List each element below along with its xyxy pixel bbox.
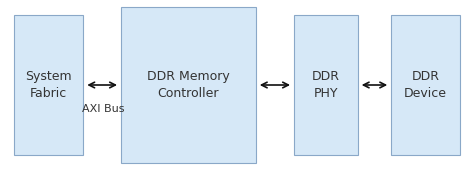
Text: DDR
Device: DDR Device	[404, 70, 447, 100]
Text: AXI Bus: AXI Bus	[82, 104, 125, 114]
FancyBboxPatch shape	[14, 15, 83, 155]
FancyBboxPatch shape	[121, 7, 256, 163]
Text: DDR
PHY: DDR PHY	[312, 70, 340, 100]
Text: System
Fabric: System Fabric	[25, 70, 72, 100]
FancyBboxPatch shape	[391, 15, 460, 155]
FancyBboxPatch shape	[294, 15, 358, 155]
Text: DDR Memory
Controller: DDR Memory Controller	[147, 70, 230, 100]
